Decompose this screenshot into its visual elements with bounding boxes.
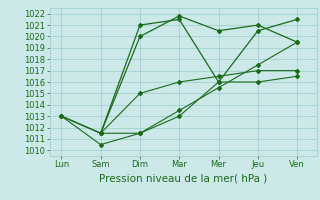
X-axis label: Pression niveau de la mer( hPa ): Pression niveau de la mer( hPa ) bbox=[99, 173, 267, 183]
